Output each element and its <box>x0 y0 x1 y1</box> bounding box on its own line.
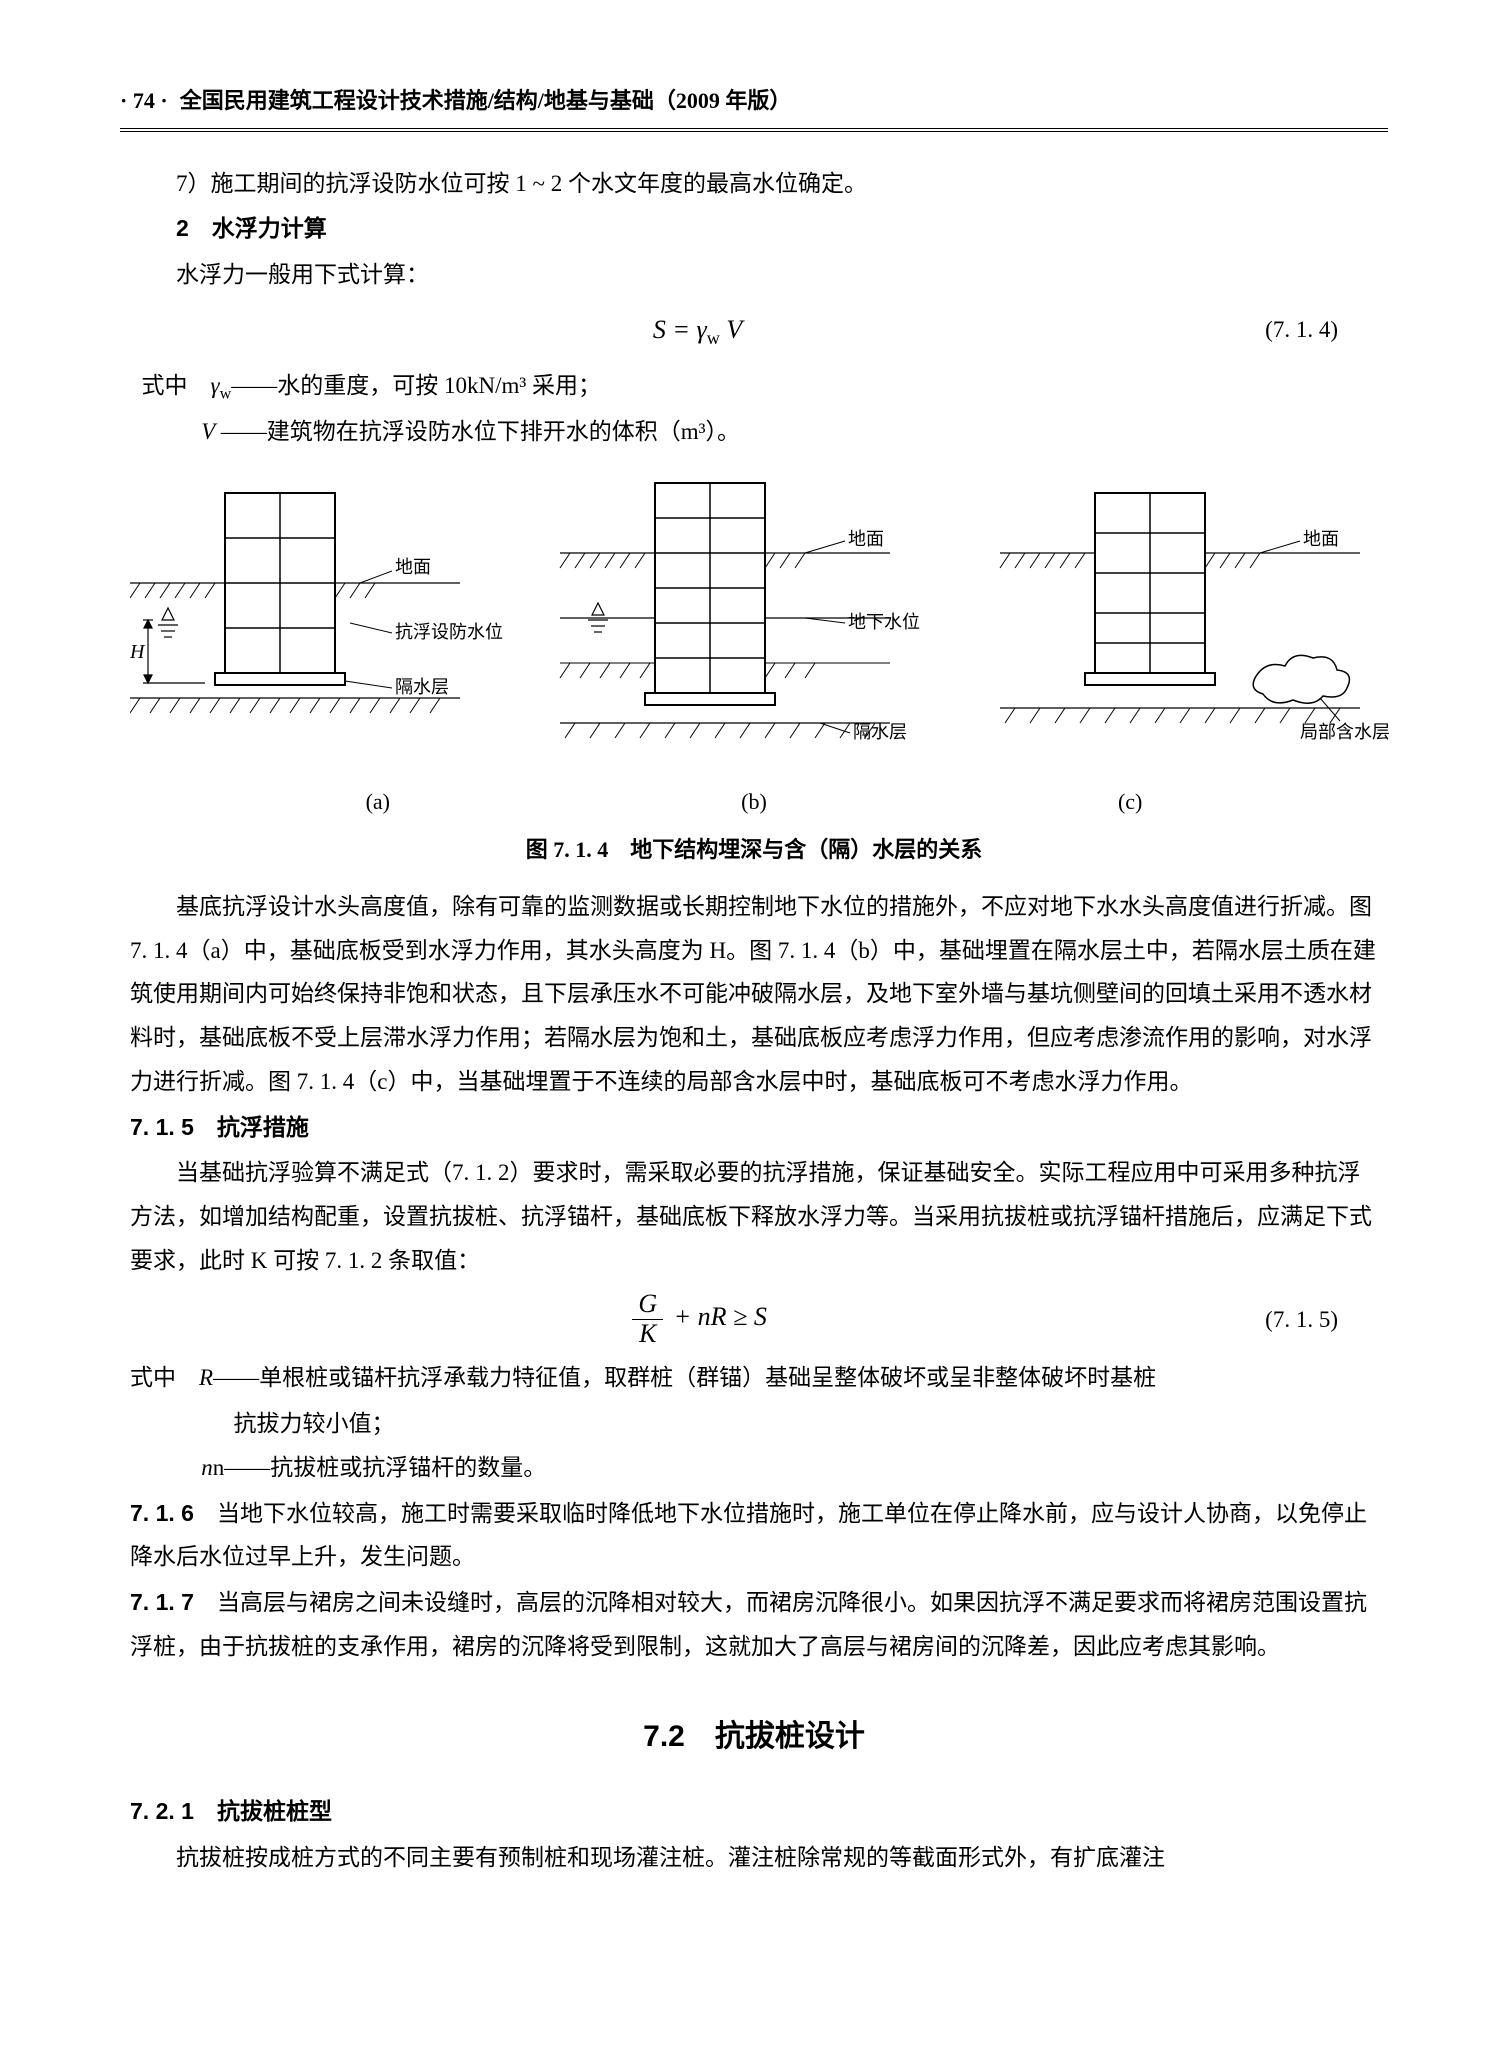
label-a: (a) <box>366 781 390 823</box>
def-gamma: 式中 γw——水的重度，可按 10kN/m³ 采用； <box>130 364 1378 410</box>
label-impermeable-b: 隔水层 <box>853 722 907 742</box>
figure-7-1-4: H 地面 抗浮设防水位 隔水层 <box>130 473 1378 871</box>
subfigure-c: 地面 局部含水层 <box>1000 493 1390 742</box>
page-content: 7）施工期间的抗浮设防水位可按 1 ~ 2 个水文年度的最高水位确定。 2 水浮… <box>120 162 1388 1880</box>
subfigure-a: H 地面 抗浮设防水位 隔水层 <box>130 493 503 713</box>
section-7-1-5-body: 当基础抗浮验算不满足式（7. 1. 2）要求时，需采取必要的抗浮措施，保证基础安… <box>130 1151 1378 1282</box>
header-title: 全国民用建筑工程设计技术措施/结构/地基与基础（2009 年版） <box>180 80 792 122</box>
label-ground-a: 地面 <box>395 557 431 577</box>
formula-number: (7. 1. 4) <box>1265 308 1338 352</box>
item2-title: 2 水浮力计算 <box>130 207 1378 251</box>
label-aquifer-c: 局部含水层 <box>1300 722 1390 742</box>
page-number: · 74 · <box>120 80 168 122</box>
formula-7-1-5: GK + nR ≥ S (7. 1. 5) <box>130 1290 1378 1348</box>
paragraph-main: 基底抗浮设计水头高度值，除有可靠的监测数据或长期控制地下水位的措施外，不应对地下… <box>130 885 1378 1103</box>
label-h: H <box>130 641 146 663</box>
def-r: 式中 R——单根桩或锚杆抗浮承载力特征值，取群桩（群锚）基础呈整体破坏或呈非整体… <box>130 1356 1378 1400</box>
label-ground-b: 地面 <box>848 529 884 549</box>
subfigure-labels: (a) (b) (c) <box>190 781 1318 823</box>
formula-number-715: (7. 1. 5) <box>1265 1298 1338 1342</box>
page-header: · 74 · 全国民用建筑工程设计技术措施/结构/地基与基础（2009 年版） <box>120 80 1388 132</box>
chapter-7-2-title: 7.2 抗拔桩设计 <box>130 1708 1378 1765</box>
subfigure-b: 地面 地下水位 隔水层 <box>560 483 920 742</box>
label-b: (b) <box>741 781 767 823</box>
def-n: nn——抗拔桩或抗浮锚杆的数量。 <box>130 1446 1378 1490</box>
label-waterlevel-a: 抗浮设防水位 <box>395 622 503 642</box>
section-7-2-1: 7. 2. 1 抗拔桩桩型 <box>130 1790 1378 1834</box>
section-7-2-1-body: 抗拔桩按成桩方式的不同主要有预制桩和现场灌注桩。灌注桩除常规的等截面形式外，有扩… <box>130 1836 1378 1880</box>
formula-7-1-4: S = γw V (7. 1. 4) <box>130 305 1378 356</box>
section-7-1-7: 7. 1. 7 当高层与裙房之间未设缝时，高层的沉降相对较大，而裙房沉降很小。如… <box>130 1581 1378 1668</box>
section-7-1-6: 7. 1. 6 当地下水位较高，施工时需要采取临时降低地下水位措施时，施工单位在… <box>130 1492 1378 1579</box>
formula-expr: S = γw V <box>130 305 1265 356</box>
def-v: V ——建筑物在抗浮设防水位下排开水的体积（m³）。 <box>130 410 1378 454</box>
body-item-7: 7）施工期间的抗浮设防水位可按 1 ~ 2 个水文年度的最高水位确定。 <box>130 162 1378 206</box>
formula-expr-715: GK + nR ≥ S <box>130 1290 1265 1348</box>
label-c: (c) <box>1118 781 1142 823</box>
label-gw-b: 地下水位 <box>848 612 920 632</box>
label-ground-c: 地面 <box>1303 529 1339 549</box>
item2-intro: 水浮力一般用下式计算： <box>130 253 1378 297</box>
figure-caption: 图 7. 1. 4 地下结构埋深与含（隔）水层的关系 <box>130 829 1378 871</box>
section-7-1-5: 7. 1. 5 抗浮措施 <box>130 1106 1378 1150</box>
label-impermeable-a: 隔水层 <box>395 677 449 697</box>
def-r-cont: 抗拔力较小值； <box>130 1402 1378 1446</box>
